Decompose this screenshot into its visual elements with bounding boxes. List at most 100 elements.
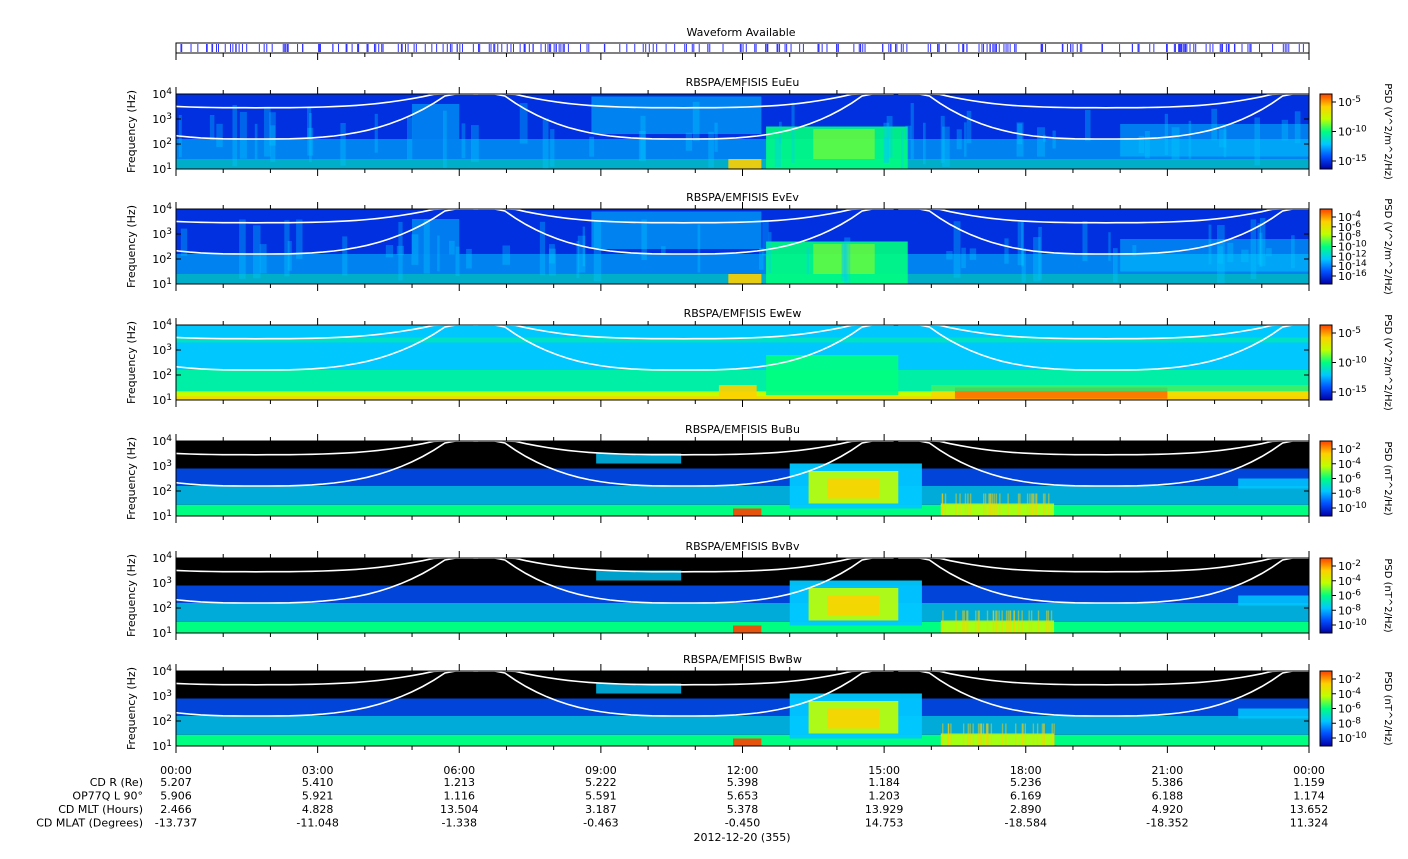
ephemeris-value: 1.174 <box>1293 790 1325 803</box>
x-tick-label: 03:00 <box>302 764 334 777</box>
y-axis-label: Frequency (Hz) <box>125 554 138 637</box>
gyrofrequency-curve <box>473 558 894 604</box>
colorbar-tick-label: 10-8 <box>1338 603 1361 617</box>
ephemeris-value: -13.737 <box>155 817 197 830</box>
y-tick-label: 103 <box>152 576 172 590</box>
y-tick-label: 101 <box>152 162 172 176</box>
ephemeris-value: -0.463 <box>583 817 618 830</box>
ephemeris-label: CD R (Re) <box>90 776 143 789</box>
spectrogram-image <box>176 558 1309 633</box>
ephemeris-value: 4.828 <box>302 803 334 816</box>
colorbar-tick-label: 10-12 <box>1338 249 1367 263</box>
colorbar-tick-label: 10-16 <box>1338 269 1367 283</box>
ephemeris-value: 5.921 <box>302 790 334 803</box>
colorbar-tick-label: 10-15 <box>1338 154 1367 168</box>
y-axis-label: Frequency (Hz) <box>125 321 138 404</box>
spectrogram-panel: RBSPA/EMFISIS EuEu Frequency (Hz) 104 103 10… <box>125 76 1393 180</box>
y-tick-label: 101 <box>152 739 172 753</box>
ephemeris-value: -1.338 <box>442 817 477 830</box>
ephemeris-value: 5.906 <box>160 790 192 803</box>
ephemeris-value: 5.207 <box>160 776 192 789</box>
spectrogram-panel: RBSPA/EMFISIS BvBv Frequency (Hz) 104 103 10… <box>125 540 1393 640</box>
ephemeris-value: 2.466 <box>160 803 192 816</box>
y-axis-label: Frequency (Hz) <box>125 667 138 750</box>
y-tick-label: 101 <box>152 509 172 523</box>
ephemeris-value: 1.159 <box>1293 776 1325 789</box>
x-tick-label: 00:00 <box>160 764 192 777</box>
gyrofrequency-curve <box>473 209 894 224</box>
gyrofrequency-curve <box>898 209 1309 224</box>
ephemeris-value: -18.352 <box>1146 817 1188 830</box>
panel-title: RBSPA/EMFISIS BuBu <box>685 423 800 436</box>
ephemeris-value: 5.236 <box>1010 776 1042 789</box>
colorbar-tick-label: 10-10 <box>1338 731 1367 745</box>
ephemeris-value: 5.398 <box>727 776 759 789</box>
ephemeris-value: 6.188 <box>1152 790 1184 803</box>
colorbar-tick-label: 10-10 <box>1338 618 1367 632</box>
gyrofrequency-curve <box>176 671 479 686</box>
ephemeris-value: 11.324 <box>1290 817 1329 830</box>
waveform-strip: Waveform Available <box>175 26 1310 60</box>
y-axis-label: Frequency (Hz) <box>125 437 138 520</box>
colorbar-tick-label: 10-4 <box>1338 687 1361 701</box>
colorbar <box>1319 324 1333 401</box>
gyrofrequency-curve <box>898 441 1309 487</box>
gyrofrequency-curve <box>898 441 1309 456</box>
x-tick-label: 21:00 <box>1152 764 1184 777</box>
gyrofrequency-curve <box>898 94 1309 140</box>
waveform-availability-marks <box>180 44 1304 52</box>
ephemeris-value: -11.048 <box>296 817 338 830</box>
y-tick-label: 104 <box>152 202 172 216</box>
ephemeris-value: 2.890 <box>1010 803 1042 816</box>
y-tick-label: 101 <box>152 277 172 291</box>
x-tick-label: 18:00 <box>1010 764 1042 777</box>
ephemeris-value: 13.652 <box>1290 803 1329 816</box>
y-tick-label: 102 <box>152 484 172 498</box>
colorbar-tick-label: 10-8 <box>1338 716 1361 730</box>
ephemeris-value: 1.184 <box>868 776 900 789</box>
ephemeris-value: -18.584 <box>1005 817 1047 830</box>
y-tick-label: 101 <box>152 393 172 407</box>
gyrofrequency-curve <box>898 558 1309 604</box>
colorbar-tick-label: 10-2 <box>1338 559 1361 573</box>
y-axis-label: Frequency (Hz) <box>125 205 138 288</box>
ephemeris-value: 4.920 <box>1152 803 1184 816</box>
gyrofrequency-curve <box>176 558 479 604</box>
gyrofrequency-curve <box>473 94 894 109</box>
y-tick-label: 102 <box>152 252 172 266</box>
y-tick-label: 102 <box>152 137 172 151</box>
panel-title: RBSPA/EMFISIS EuEu <box>686 76 800 89</box>
gyrofrequency-curve <box>176 94 479 140</box>
colorbar-label: PSD (nT^2/Hz) <box>1382 671 1393 745</box>
colorbar <box>1319 93 1333 170</box>
ephemeris-value: 5.410 <box>302 776 334 789</box>
ephemeris-value: 5.653 <box>727 790 759 803</box>
spectrogram-image <box>176 325 1309 400</box>
panel-title: RBSPA/EMFISIS BvBv <box>686 540 800 553</box>
ephemeris-value: 5.222 <box>585 776 617 789</box>
colorbar-tick-label: 10-6 <box>1338 702 1361 716</box>
y-axis-label: Frequency (Hz) <box>125 90 138 173</box>
gyrofrequency-curve <box>176 671 479 717</box>
date-label: 2012-12-20 (355) <box>693 831 790 844</box>
gyrofrequency-curve <box>898 94 1309 109</box>
gyrofrequency-curve <box>176 441 479 487</box>
waveform-ticks <box>175 53 1310 60</box>
colorbar-label: PSD (V^2/m^2/Hz) <box>1382 198 1393 295</box>
colorbar-tick-label: 10-6 <box>1338 472 1361 486</box>
colorbar-label: PSD (V^2/m^2/Hz) <box>1382 83 1393 180</box>
y-tick-label: 103 <box>152 112 172 126</box>
gyrofrequency-curve <box>898 325 1309 340</box>
ephemeris-value: 1.203 <box>868 790 900 803</box>
gyrofrequency-curve <box>176 209 479 255</box>
gyrofrequency-curve <box>176 94 479 109</box>
ephemeris-value: 6.169 <box>1010 790 1042 803</box>
ephemeris-value: 5.591 <box>585 790 617 803</box>
gyrofrequency-curve <box>176 558 479 573</box>
spectrogram-image <box>176 671 1309 746</box>
colorbar-tick-label: 10-10 <box>1338 501 1367 515</box>
y-tick-label: 104 <box>152 87 172 101</box>
time-axis-labels: 00:00 03:00 06:00 09:00 12:00 15:00 18:00 21:00… <box>160 764 1325 777</box>
panel-title: RBSPA/EMFISIS EvEv <box>686 191 799 204</box>
